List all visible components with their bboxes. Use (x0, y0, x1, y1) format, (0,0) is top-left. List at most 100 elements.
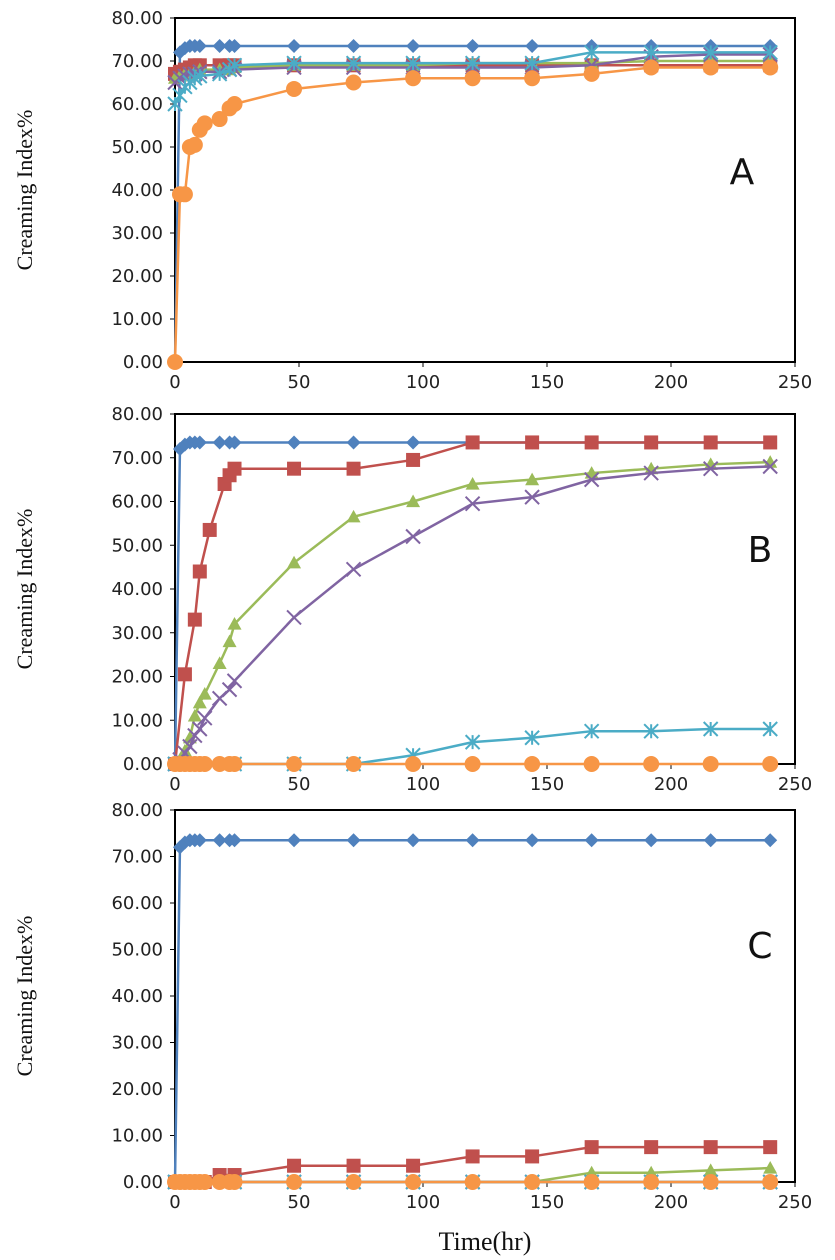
series-line (173, 44, 771, 363)
data-point (286, 80, 303, 97)
data-point (345, 756, 362, 772)
data-point (763, 1140, 778, 1155)
y-tick-label: 60.00 (111, 893, 163, 914)
data-point (227, 435, 242, 450)
x-tick-label: 0 (169, 774, 180, 795)
x-tick-label: 100 (406, 372, 440, 393)
data-point (211, 66, 228, 82)
data-point (703, 457, 718, 470)
x-tick-label: 150 (530, 1192, 564, 1213)
y-tick-label: 30.00 (111, 1033, 163, 1054)
y-tick-label: 50.00 (111, 137, 163, 158)
data-point (226, 673, 243, 689)
y-tick-label: 80.00 (111, 8, 163, 29)
data-point (345, 74, 362, 91)
data-point (197, 710, 213, 726)
data-point (703, 1163, 718, 1176)
chart-panel-b: 0.00 10.00 20.00 30.00 40.00 50.00 60.00 70.00 8… (12, 404, 812, 795)
data-point (192, 721, 208, 737)
data-point (465, 435, 480, 450)
data-point (703, 1140, 718, 1155)
data-point (177, 667, 192, 682)
x-axis-title: Time(hr) (439, 1227, 532, 1256)
data-point (465, 38, 480, 53)
data-point (584, 1140, 599, 1155)
series-line (173, 838, 771, 1183)
data-point (525, 472, 540, 486)
series-line (173, 66, 771, 363)
data-point (525, 38, 540, 53)
data-point (644, 435, 659, 450)
data-point (221, 681, 238, 698)
data-point (643, 723, 659, 739)
data-point (176, 186, 193, 203)
chart-panel-a: 0.00 10.00 20.00 30.00 40.00 50.00 60.00 70.00 8… (12, 8, 812, 393)
x-tick-label: 0 (169, 372, 180, 393)
series-6 (167, 1174, 779, 1190)
data-point (465, 477, 480, 490)
data-point (346, 833, 361, 848)
data-point (644, 461, 659, 475)
data-point (227, 833, 242, 848)
y-tick-label: 70.00 (111, 847, 163, 868)
data-point (583, 1174, 600, 1190)
data-point (226, 96, 243, 112)
y-tick-label: 40.00 (111, 180, 163, 201)
x-tick-label: 100 (406, 774, 440, 795)
data-point (192, 435, 207, 450)
series-4 (167, 458, 778, 772)
data-point (406, 833, 421, 848)
data-point (286, 55, 302, 71)
y-tick-label: 20.00 (111, 266, 163, 287)
x-tick-label: 200 (654, 1192, 688, 1213)
y-tick-label: 20.00 (111, 1079, 163, 1100)
plot-frame (174, 809, 796, 1183)
data-point (524, 70, 541, 87)
x-tick-label: 50 (288, 1192, 311, 1213)
data-point (763, 833, 778, 848)
data-point (524, 730, 540, 746)
x-tick-label: 150 (530, 774, 564, 795)
x-tick-label: 200 (654, 774, 688, 795)
y-tick-label: 10.00 (111, 710, 163, 731)
data-point (406, 1158, 421, 1173)
y-axis-title: Creaming Index% (12, 916, 37, 1077)
y-tick-label: 50.00 (111, 535, 163, 556)
data-point (702, 756, 719, 772)
data-point (187, 727, 203, 744)
data-point (584, 833, 599, 848)
series-1 (168, 38, 778, 369)
data-point (583, 65, 600, 82)
data-point (583, 723, 600, 739)
data-point (464, 1174, 481, 1190)
y-tick-label: 0.00 (123, 1172, 163, 1193)
y-tick-label: 40.00 (111, 986, 163, 1007)
data-point (346, 1158, 361, 1173)
data-point (762, 756, 779, 772)
x-tick-label: 250 (778, 774, 812, 795)
data-point (703, 833, 718, 848)
y-tick-label: 0.00 (123, 352, 163, 373)
data-point (405, 528, 421, 545)
y-tick-label: 70.00 (111, 448, 163, 469)
data-point (643, 465, 659, 481)
data-point (524, 489, 540, 505)
data-point (186, 136, 203, 153)
data-point (583, 756, 600, 772)
data-point (762, 1174, 779, 1190)
data-point (287, 1158, 302, 1173)
data-point (192, 695, 207, 709)
data-point (212, 38, 227, 53)
y-tick-label: 40.00 (111, 579, 163, 600)
data-point (763, 1161, 778, 1174)
y-tick-label: 0.00 (123, 754, 163, 775)
data-point (211, 111, 228, 128)
y-tick-label: 80.00 (111, 404, 163, 425)
series-5 (167, 44, 778, 112)
series-line (173, 441, 771, 765)
data-point (287, 38, 302, 53)
series-line (174, 460, 771, 765)
data-point (345, 55, 362, 71)
data-point (345, 561, 362, 578)
data-point (222, 634, 237, 648)
